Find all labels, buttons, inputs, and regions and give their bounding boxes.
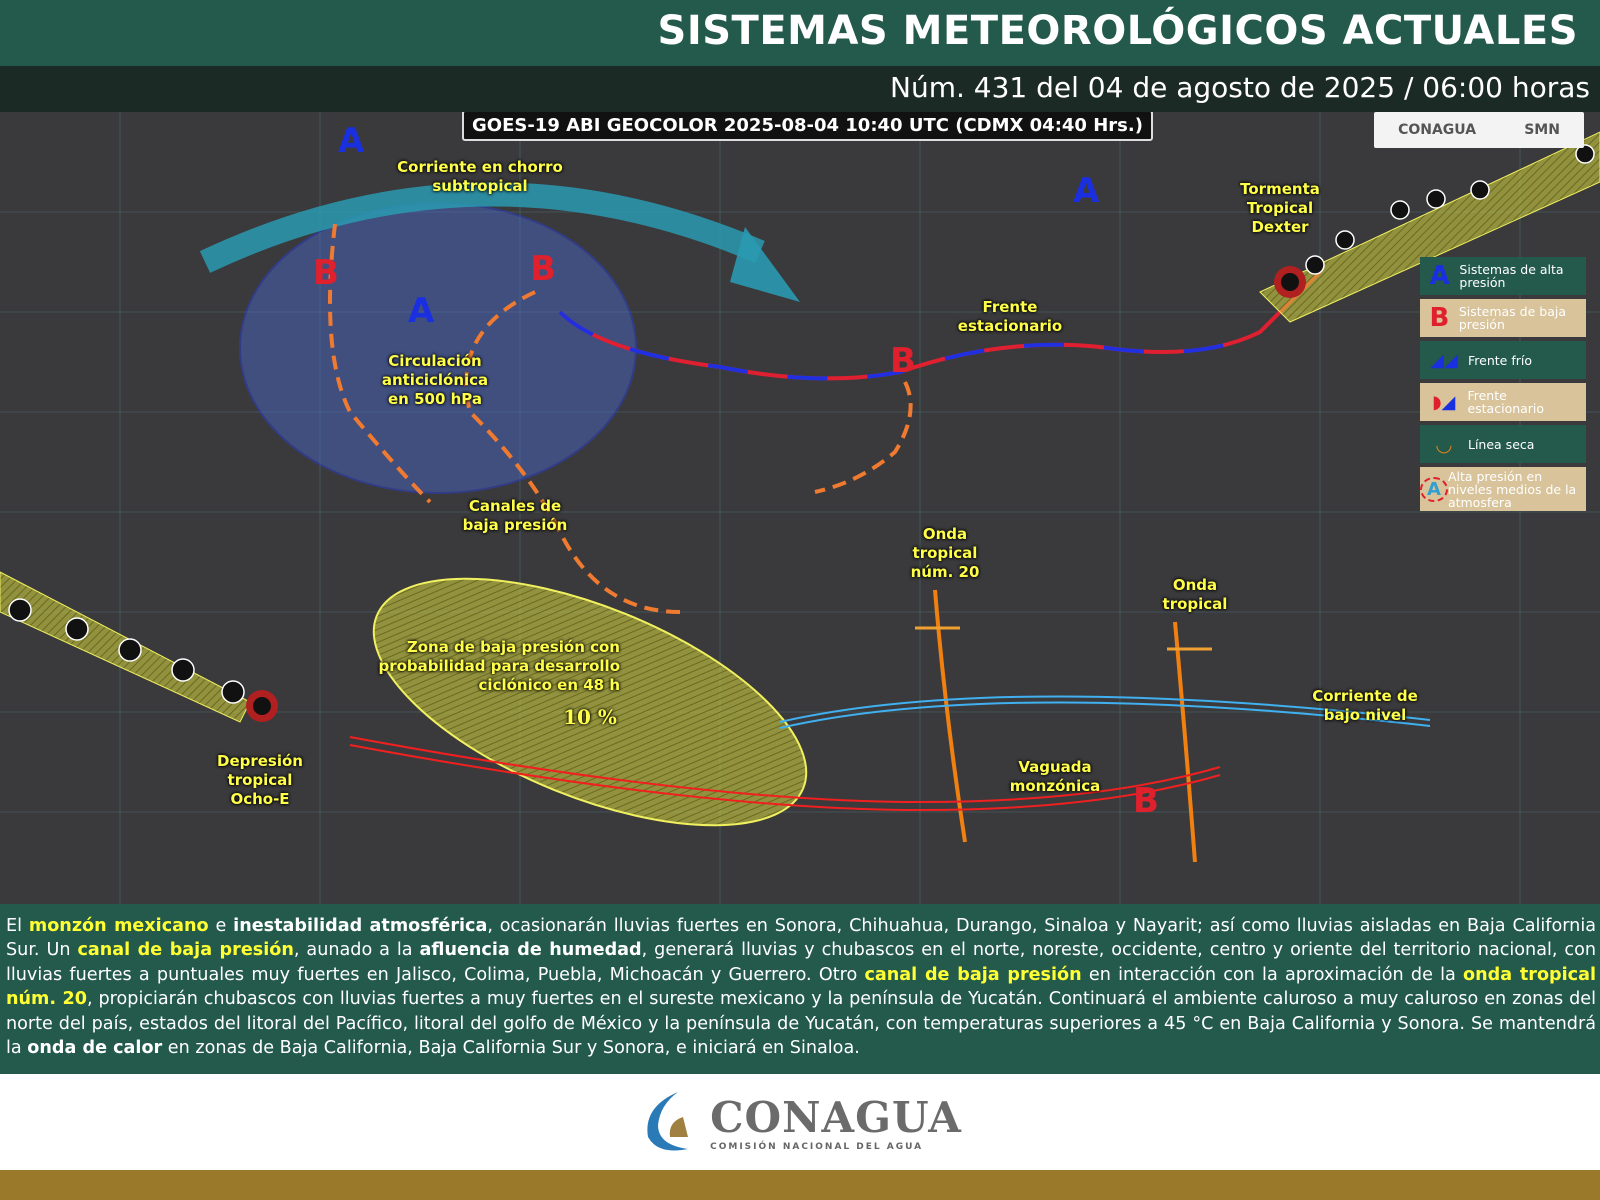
- label-jet: Corriente en chorro subtropical: [397, 158, 563, 195]
- conagua-subtitle: COMISIÓN NACIONAL DEL AGUA: [710, 1141, 924, 1152]
- highlighted-term: canal de baja presión: [77, 940, 294, 961]
- high-pressure-symbol: A: [338, 121, 365, 161]
- satellite-map: A A A B B B B GOES-19 ABI GEOCOLOR 2025-…: [0, 112, 1600, 904]
- anticyclone-area: [239, 202, 637, 494]
- legend-label: Frente estacionario: [1467, 388, 1545, 416]
- bulletin-segment: e: [208, 916, 234, 936]
- label-td8e: Depresión tropical Ocho-E: [217, 752, 303, 808]
- low-pressure-symbol: B: [890, 341, 916, 381]
- high-pressure-symbol: A: [408, 291, 435, 331]
- label-low-level-jet: Corriente de bajo nivel: [1312, 687, 1418, 724]
- legend-label: Alta presión en niveles medios de la atm…: [1447, 468, 1577, 510]
- conagua-logo: CONAGUA: [1398, 122, 1477, 138]
- agency-logos: CONAGUA SMN: [1374, 112, 1584, 148]
- satellite-caption: GOES-19 ABI GEOCOLOR 2025-08-04 10:40 UT…: [462, 112, 1153, 141]
- bulletin-segment: en zonas de Baja California, Baja Califo…: [162, 1038, 860, 1059]
- label-dexter: Tormenta Tropical Dexter: [1240, 180, 1320, 236]
- label-wave20: Onda tropical núm. 20: [910, 525, 980, 581]
- bulletin-segment: , ocasionarán lluvias fuertes en Sonora,…: [6, 916, 1596, 961]
- bulletin-segment: , aunado a la: [293, 940, 420, 961]
- footer-logo: CONAGUA COMISIÓN NACIONAL DEL AGUA: [0, 1074, 1600, 1170]
- legend-label: Frente frío: [1468, 352, 1532, 368]
- stationary-front-icon: ◗◢: [1432, 391, 1456, 413]
- highlighted-term: onda tropical núm. 20: [6, 964, 1596, 1010]
- subtropical-jet-arrow: [199, 182, 765, 273]
- smn-logo: SMN: [1524, 122, 1560, 138]
- mid-level-high-icon: A: [1420, 476, 1448, 502]
- highlighted-term: onda de calor: [27, 1038, 163, 1059]
- tropical-waves: [933, 589, 1197, 863]
- legend-symbol: A: [1420, 476, 1448, 502]
- low-pressure-symbol: B: [530, 249, 556, 289]
- trough-lines: [328, 223, 913, 614]
- page-title: SISTEMAS METEOROLÓGICOS ACTUALES: [0, 0, 1600, 66]
- low-level-jet: [779, 695, 1431, 729]
- conagua-emblem-icon: [647, 1092, 689, 1151]
- label-anticyclone: Circulación anticiclónica en 500 hPa: [381, 352, 489, 408]
- legend-label: Sistemas de alta presión: [1459, 262, 1564, 290]
- footer-bar: [0, 1170, 1600, 1200]
- label-stationary-front: Frente estacionario: [957, 298, 1063, 335]
- highlighted-term: canal de baja presión: [864, 964, 1082, 985]
- low-pressure-icon: B: [1429, 302, 1450, 333]
- low-pressure-symbol: B: [313, 253, 339, 293]
- legend-item: ◡ Línea seca: [1420, 425, 1586, 463]
- legend-item: A Alta presión en niveles medios de la at…: [1420, 467, 1586, 511]
- dry-line-icon: ◡: [1436, 431, 1452, 456]
- bulletin-segment: , generará lluvias y chubascos en el nor…: [6, 940, 1597, 985]
- stationary-front: [558, 270, 1322, 381]
- legend-item: ◢◢ Frente frío: [1420, 341, 1586, 379]
- bulletin-text: El monzón mexicano e inestabilidad atmos…: [0, 904, 1600, 1074]
- legend-item: ◗◢ Frente estacionario: [1420, 383, 1586, 421]
- map-legend: A Sistemas de alta presión B Sistemas de b…: [1420, 257, 1586, 515]
- label-monsoon-trough: Vaguada monzónica: [1009, 758, 1101, 795]
- label-wave: Onda tropical: [1162, 576, 1228, 613]
- bulletin-segment: en interacción con la aproximación de la: [1081, 964, 1464, 985]
- legend-item: B Sistemas de baja presión: [1420, 299, 1586, 337]
- map-overlay: A A A B B B B: [0, 112, 1600, 904]
- low-pressure-symbol: B: [1133, 781, 1159, 821]
- legend-label: Sistemas de baja presión: [1458, 304, 1566, 332]
- highlighted-term: afluencia de humedad: [419, 940, 642, 961]
- conagua-name: CONAGUA: [710, 1092, 962, 1142]
- forecast-track-points: [8, 144, 1595, 704]
- bulletin-segment: El: [6, 916, 29, 936]
- monsoon-trough: [349, 736, 1221, 812]
- highlighted-term: inestabilidad atmosférica: [233, 916, 488, 936]
- label-low-zone: Zona de baja presión con probabilidad pa…: [378, 638, 620, 694]
- legend-item: A Sistemas de alta presión: [1420, 257, 1586, 295]
- high-pressure-symbol: A: [1073, 171, 1100, 211]
- bulletin-segment: , propiciarán chubascos con lluvias fuer…: [6, 989, 1596, 1059]
- low-pressure-zone: [372, 577, 808, 827]
- cold-front-icon: ◢◢: [1430, 349, 1458, 371]
- label-low-zone-probability: 10 %: [563, 705, 617, 729]
- legend-label: Línea seca: [1468, 436, 1535, 452]
- highlighted-term: monzón mexicano: [28, 916, 209, 936]
- high-pressure-icon: A: [1429, 260, 1450, 291]
- label-troughs: Canales de baja presión: [462, 497, 568, 534]
- bulletin-number-date: Núm. 431 del 04 de agosto de 2025 / 06:0…: [0, 66, 1600, 112]
